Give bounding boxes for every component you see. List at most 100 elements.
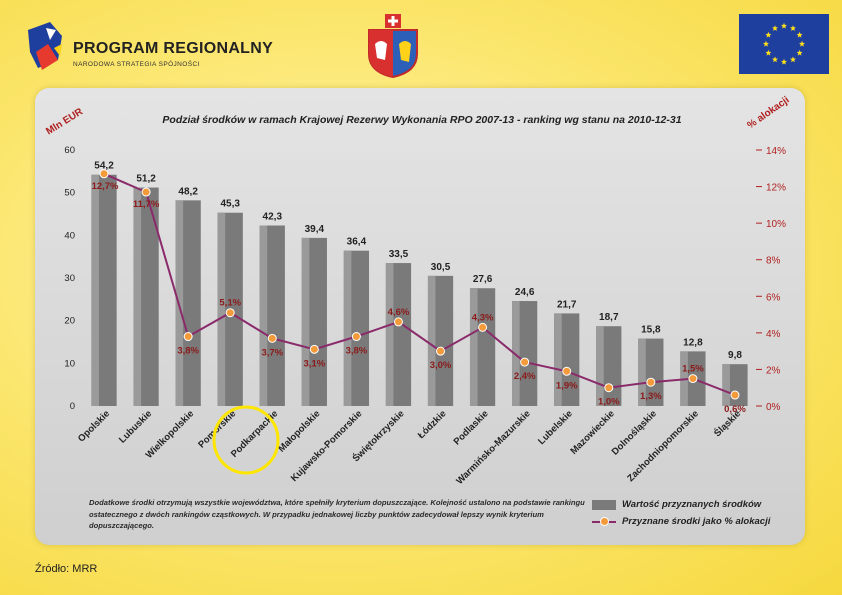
bar-highlight-15 [722, 364, 730, 406]
bar-highlight-4 [259, 225, 268, 406]
bar-value-label: 18,7 [599, 312, 619, 323]
pct-value-label: 1,9% [556, 380, 578, 391]
pct-marker-14 [688, 374, 698, 384]
eu-star-icon [781, 58, 787, 65]
eu-stars-icon [763, 22, 805, 65]
eu-star-icon [781, 22, 787, 29]
legend-line-label: Przyznane środki jako % alokacji [622, 516, 771, 527]
y-tick-label: 60 [64, 145, 75, 156]
category-label: Lubuskie [117, 408, 154, 445]
chart-title: Podział środków w ramach Krajowej Rezerw… [162, 114, 681, 126]
bar-highlight-3 [217, 212, 226, 406]
pct-marker-4 [267, 333, 277, 343]
bar-value-label: 30,5 [431, 262, 451, 273]
y-tick-label: 10 [64, 358, 75, 369]
eu-star-icon [765, 31, 772, 38]
eu-star-icon [790, 56, 796, 63]
eu-star-icon [763, 40, 769, 47]
program-title: PROGRAM REGIONALNY [73, 40, 274, 57]
bar-highlight-11 [554, 313, 562, 406]
pct-value-label: 3,8% [177, 346, 199, 357]
pct-series-line [103, 172, 736, 396]
y2-tick-label: 8% [766, 256, 781, 267]
eu-star-icon [796, 31, 803, 38]
category-label: Zachodniopomorskie [625, 408, 701, 484]
bar-value-label: 15,8 [641, 325, 661, 336]
program-regionalny-logo [28, 22, 62, 70]
bar-highlight-1 [133, 187, 142, 406]
bar-value-label: 27,6 [473, 274, 493, 285]
category-label: Podlaskie [452, 408, 491, 447]
category-label: Warmińsko-Mazurskie [454, 408, 532, 486]
pct-marker-5 [309, 344, 319, 354]
pct-marker-2 [183, 332, 193, 342]
pct-marker-10 [520, 357, 530, 367]
bar-value-label: 24,6 [515, 287, 535, 298]
pct-value-label: 4,3% [472, 312, 494, 323]
eu-star-icon [790, 25, 796, 31]
eu-flag-icon [739, 14, 829, 74]
eu-star-icon [772, 25, 778, 31]
bar-highlight-12 [596, 326, 604, 406]
pct-value-label: 5,1% [219, 298, 241, 309]
pct-marker-1 [141, 187, 151, 197]
pct-value-label: 3,8% [346, 346, 368, 357]
pct-value-label: 4,6% [388, 307, 410, 318]
pct-value-label: 3,1% [304, 358, 326, 369]
bar-value-label: 39,4 [305, 224, 325, 235]
chart-note: Dodatkowe środki otrzymują wszystkie woj… [89, 498, 585, 530]
y2-tick-label: 4% [766, 329, 781, 340]
pct-value-label: 0,6% [724, 404, 746, 415]
bar-value-label: 12,8 [683, 337, 703, 348]
y2-tick-label: 6% [766, 292, 781, 303]
legend-bar-swatch [592, 500, 616, 510]
y-tick-label: 20 [64, 316, 75, 327]
y-tick-label: 0 [70, 401, 75, 412]
y-tick-label: 40 [64, 230, 75, 241]
bar-value-label: 36,4 [347, 237, 367, 248]
pct-marker-6 [351, 332, 361, 342]
pct-marker-13 [646, 377, 656, 387]
category-label: Małopolskie [276, 408, 322, 454]
category-label: Opolskie [76, 408, 112, 444]
bar-highlight-7 [385, 263, 394, 406]
pct-value-label: 2,4% [514, 371, 536, 382]
y2-axis-label: % alokacji [746, 94, 792, 131]
highlight-ellipse [212, 405, 280, 475]
y2-tick-label: 2% [766, 365, 781, 376]
bar-value-label: 21,7 [557, 299, 577, 310]
bar-highlight-0 [91, 174, 99, 406]
category-label: Lubelskie [536, 408, 575, 447]
bar-highlight-9 [469, 288, 478, 406]
pct-marker-9 [478, 322, 488, 332]
pct-marker-8 [436, 346, 446, 356]
category-label: Kujawsko-Pomorskie [289, 408, 365, 484]
pct-value-label: 1,3% [640, 391, 662, 402]
pct-marker-0 [99, 169, 109, 179]
y2-tick-label: 14% [766, 146, 786, 157]
y2-tick-label: 10% [766, 219, 786, 230]
chart-panel [35, 88, 805, 545]
eu-star-icon [796, 49, 803, 56]
bar-value-label: 54,2 [94, 161, 114, 172]
y-tick-label: 30 [64, 273, 75, 284]
pct-value-label: 1,0% [598, 397, 620, 408]
bar-highlight-6 [343, 250, 352, 406]
pct-value-label: 1,5% [682, 364, 704, 375]
category-label: Pomorskie [196, 408, 238, 450]
source-label: Źródło: MRR [35, 563, 98, 575]
legend-marker-swatch [600, 517, 609, 526]
pct-marker-7 [393, 317, 403, 327]
pct-marker-12 [604, 383, 614, 393]
eu-star-icon [765, 49, 772, 56]
program-subtitle: NARODOWA STRATEGIA SPÓJNOŚCI [73, 61, 200, 68]
y2-tick-label: 0% [766, 402, 781, 413]
bar-highlight-13 [638, 338, 646, 406]
pct-marker-11 [562, 366, 572, 376]
eu-star-icon [799, 40, 805, 47]
bar-highlight-8 [427, 275, 436, 406]
pct-value-label: 3,7% [261, 347, 283, 358]
pct-value-label: 12,7% [92, 181, 119, 192]
region-coat-of-arms-icon [368, 14, 418, 78]
